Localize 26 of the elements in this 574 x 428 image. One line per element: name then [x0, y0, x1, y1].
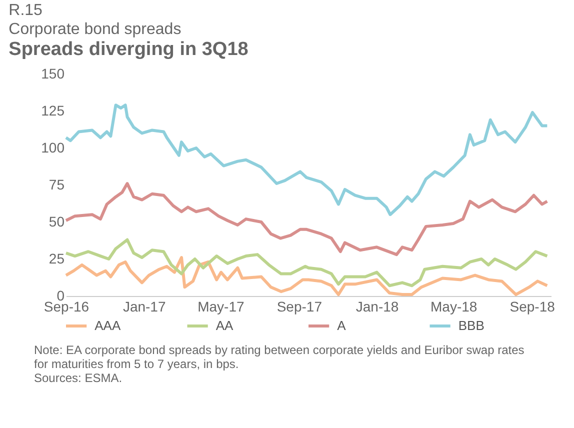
text: R.15	[8, 2, 43, 19]
y-tick-label: 125	[41, 102, 65, 118]
source-note: Sources: ESMA.	[34, 371, 122, 385]
line-series	[64, 182, 549, 256]
y-tick-label: 100	[41, 140, 65, 156]
y-tick-label: 50	[48, 214, 65, 230]
legend-label: AA	[216, 318, 234, 333]
line-series	[64, 256, 549, 296]
text: Note: EA corporate bond spreads by rating between corporate yields and Euribor swap rates for maturities from 5 to 7 years, in bps.	[34, 343, 524, 371]
line-series	[64, 104, 549, 216]
y-tick-label: 150	[41, 66, 65, 82]
x-tick-label: Sep-18	[510, 298, 556, 314]
legend-label: BBB	[458, 318, 484, 333]
legend-label: A	[337, 318, 346, 333]
y-tick-label: 75	[48, 176, 65, 192]
x-tick-label: Jan-18	[356, 298, 399, 314]
x-tick-label: May-17	[198, 298, 244, 314]
x-tick-label: May-18	[430, 298, 478, 314]
x-tick-label: Sep-17	[276, 298, 322, 314]
chart-title: Corporate bond spreads	[8, 21, 182, 38]
legend-label: AAA	[94, 318, 121, 333]
y-tick-label: 0	[56, 288, 65, 304]
line-series	[64, 238, 549, 288]
chart-subtitle: Spreads diverging in 3Q18	[8, 39, 248, 60]
y-tick-label: 25	[48, 250, 65, 266]
x-tick-label: Jan-17	[122, 298, 166, 314]
